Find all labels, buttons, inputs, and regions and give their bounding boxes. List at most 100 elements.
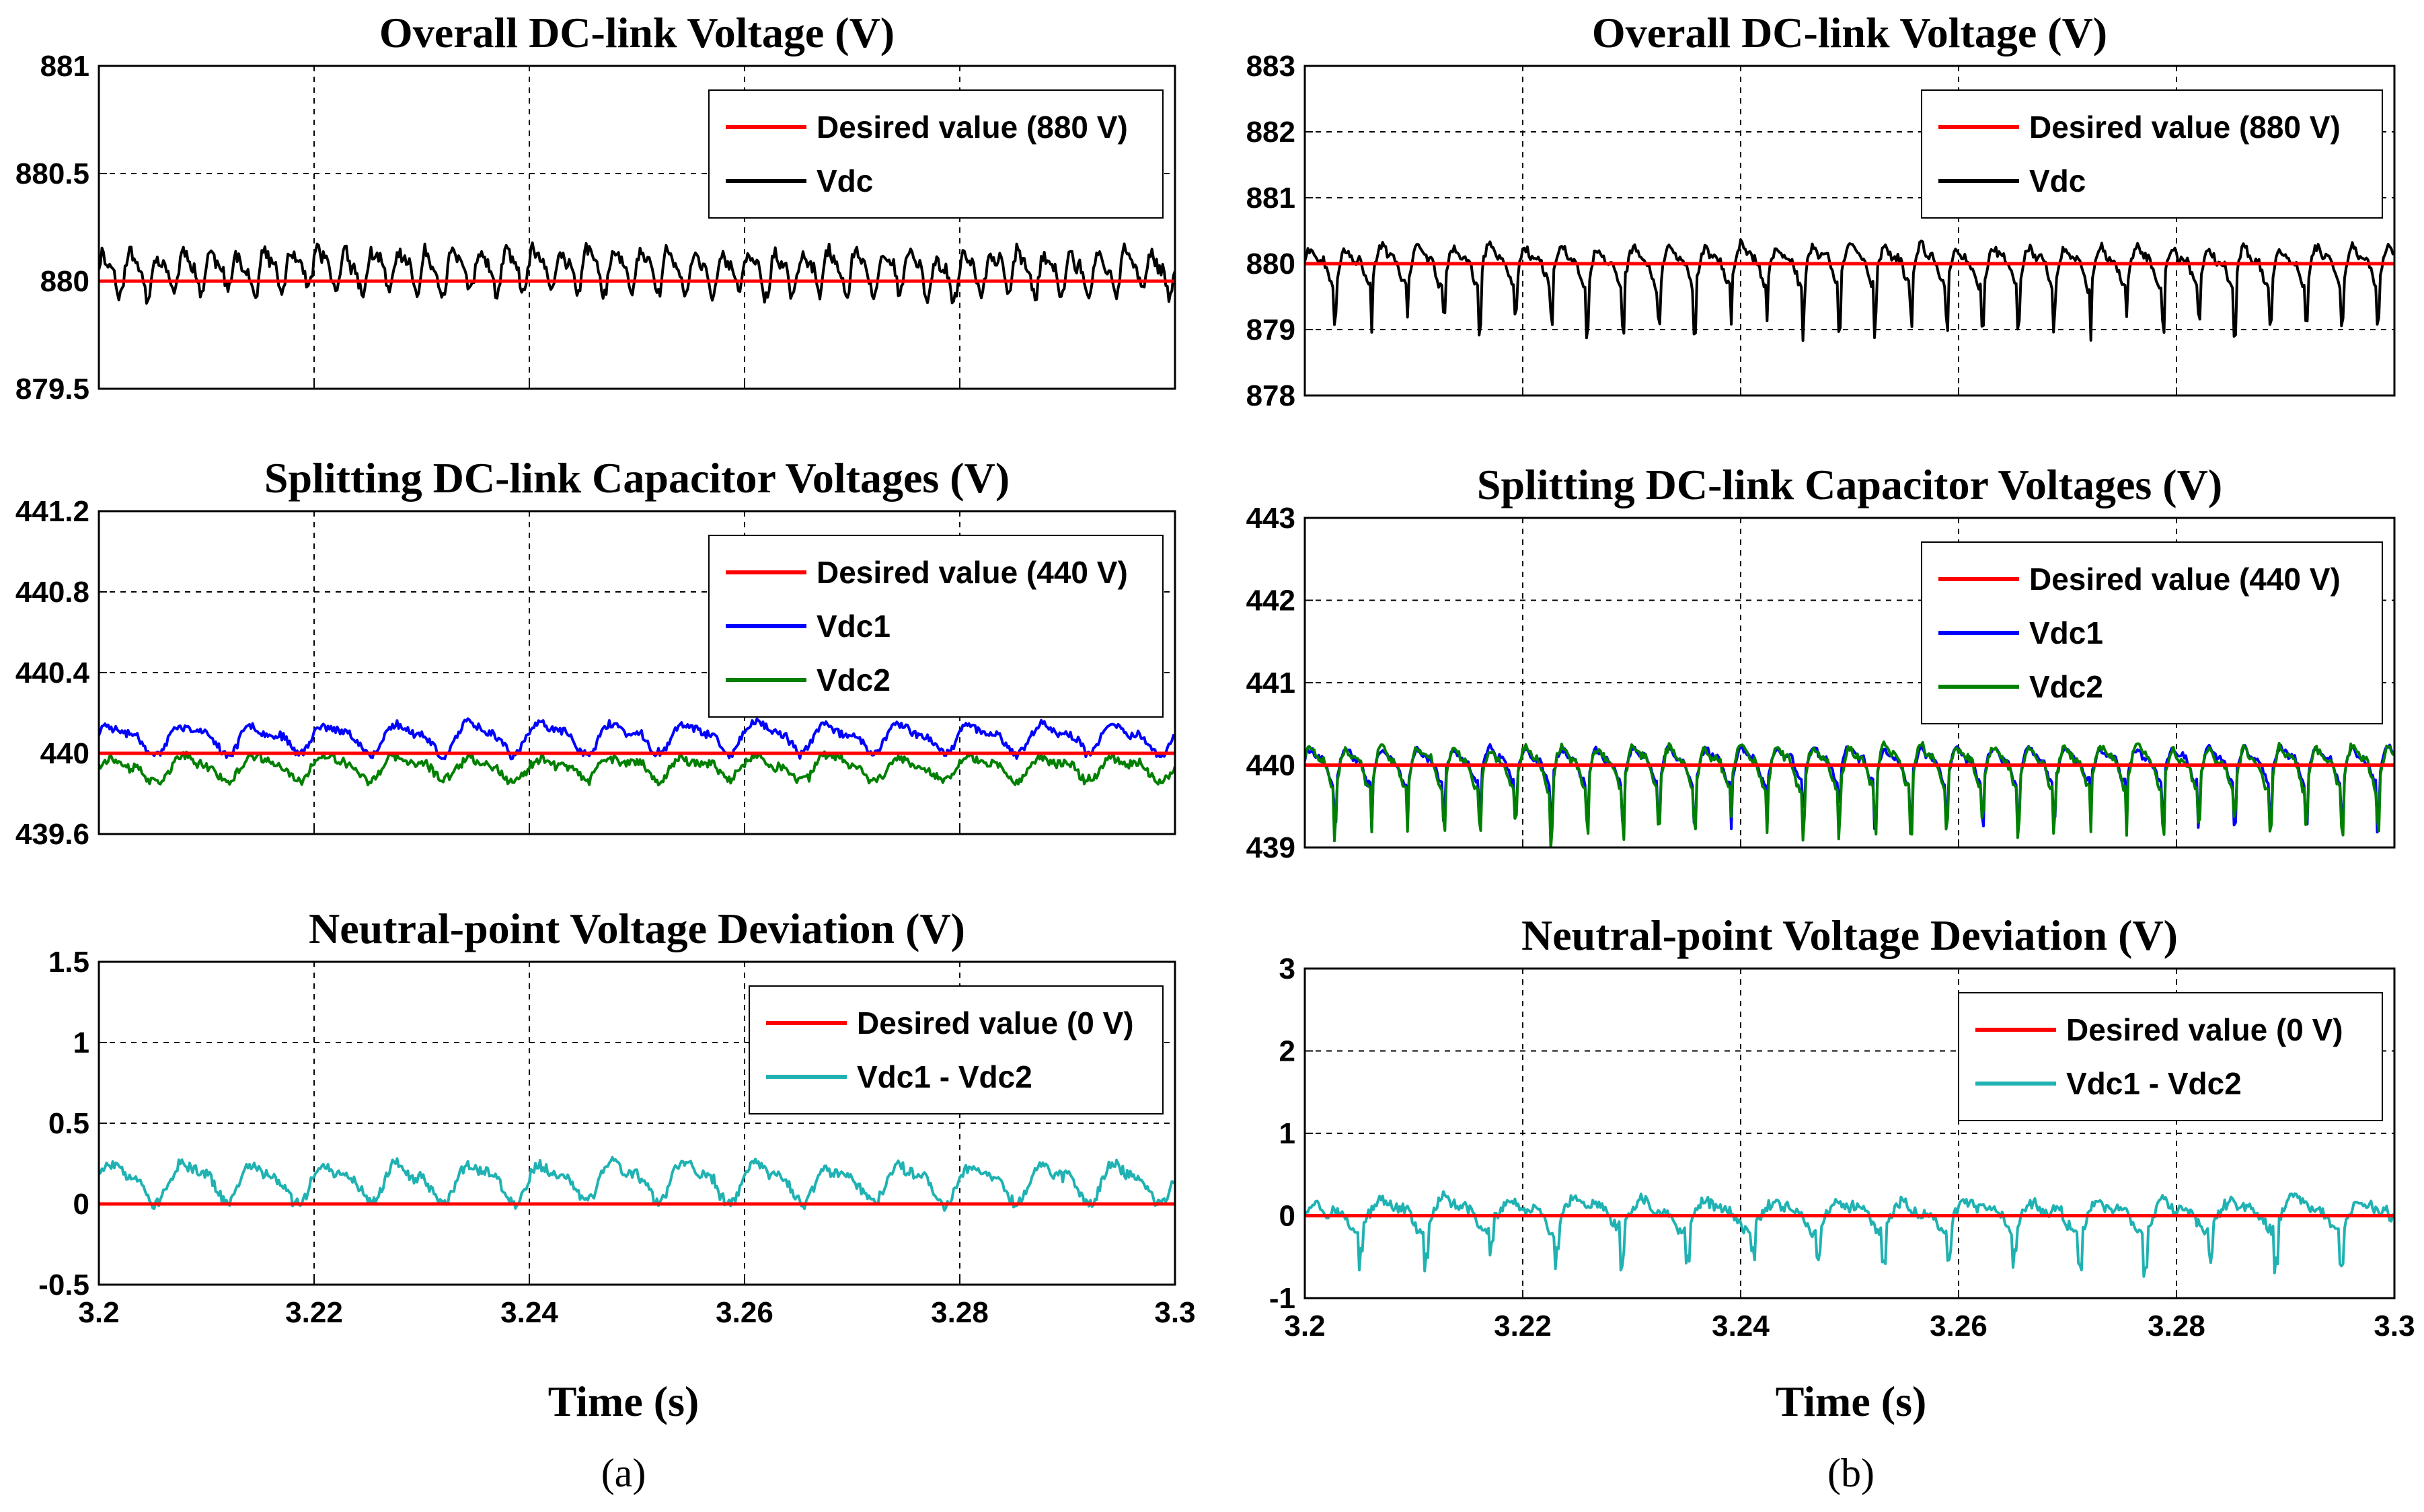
- panel-label-b: (b): [1827, 1451, 1874, 1495]
- y-tick-label: 2: [1279, 1035, 1295, 1068]
- y-tick-label: 440: [1246, 749, 1295, 782]
- plot-area: [99, 1156, 1175, 1212]
- series-line-vdc1-vdc2: [99, 1156, 1175, 1212]
- legend: Desired value (440 V) Vdc1 Vdc2: [708, 535, 1164, 718]
- y-tick-label: 439: [1246, 831, 1295, 864]
- y-tick-label: 881: [40, 50, 89, 83]
- xlabel-panel-a: Time (s): [548, 1377, 699, 1425]
- y-tick-label: 441.2: [15, 495, 89, 528]
- x-tick-label: 3.22: [1494, 1310, 1552, 1343]
- legend: Desired value (880 V) Vdc: [708, 89, 1164, 219]
- y-tick-label: 878: [1246, 379, 1295, 412]
- series-line-vdc2: [1305, 740, 2394, 847]
- axes-frame: [1303, 517, 2396, 849]
- plot-area: [1305, 740, 2394, 847]
- axes-frame: [1303, 967, 2396, 1299]
- y-tick-label: 0: [1279, 1200, 1295, 1233]
- x-tick-label: 3.3: [2374, 1310, 2415, 1343]
- x-tick-label: 3.26: [716, 1296, 773, 1329]
- chart-a1: Overall DC-link Voltage (V) 879.5 880 880.5…: [15, 9, 1176, 406]
- y-tick-label: 0.5: [48, 1107, 89, 1140]
- x-tick-label: 3.22: [285, 1296, 343, 1329]
- plot-area: [1305, 1190, 2394, 1278]
- legend-label: Vdc: [817, 163, 873, 198]
- legend-label: Vdc2: [817, 663, 891, 697]
- series-line-vdc: [99, 241, 1175, 305]
- chart-title: Neutral-point Voltage Deviation (V): [309, 905, 965, 952]
- legend-label: Desired value (440 V): [817, 555, 1128, 590]
- plot-area: [99, 241, 1175, 305]
- chart-b2: Splitting DC-link Capacitor Voltages (V)…: [1246, 461, 2396, 864]
- panel-label-a: (a): [601, 1451, 646, 1495]
- chart-a2: Splitting DC-link Capacitor Voltages (V)…: [15, 454, 1176, 851]
- series-line-vdc1: [99, 717, 1175, 761]
- y-tick-label: 879: [1246, 313, 1295, 346]
- x-tick-label: 3.26: [1930, 1310, 1987, 1343]
- axes-frame: [98, 65, 1176, 390]
- x-tick-label: 3.24: [500, 1296, 558, 1329]
- legend-label: Desired value (0 V): [857, 1006, 1134, 1041]
- legend-label: Desired value (880 V): [817, 110, 1128, 145]
- y-tick-label: 881: [1246, 182, 1295, 215]
- x-tick-label: 3.28: [931, 1296, 989, 1329]
- x-tick-label: 3.28: [2148, 1310, 2205, 1343]
- legend-label: Desired value (880 V): [2029, 110, 2341, 145]
- chart-title: Overall DC-link Voltage (V): [379, 9, 895, 56]
- legend-label: Desired value (0 V): [2066, 1012, 2343, 1047]
- plot-area: [99, 717, 1175, 787]
- y-tick-label: 880: [40, 265, 89, 298]
- y-tick-label: 439.6: [15, 818, 89, 851]
- y-tick-label: 440: [40, 737, 89, 770]
- xlabel-panel-b: Time (s): [1776, 1377, 1927, 1425]
- y-tick-label: -1: [1269, 1282, 1295, 1315]
- x-tick-label: 3.2: [78, 1296, 119, 1329]
- legend-label: Vdc1: [817, 609, 891, 644]
- series-line-vdc: [1305, 238, 2394, 342]
- y-tick-label: 1: [73, 1026, 89, 1059]
- y-tick-label: 0: [73, 1188, 89, 1221]
- legend: Desired value (0 V) Vdc1 - Vdc2: [749, 985, 1164, 1114]
- chart-title: Overall DC-link Voltage (V): [1592, 9, 2107, 56]
- legend-label: Vdc1 - Vdc2: [2066, 1066, 2242, 1101]
- y-tick-label: 882: [1246, 116, 1295, 149]
- legend-label: Vdc: [2029, 163, 2086, 198]
- y-tick-label: 879.5: [15, 373, 89, 406]
- plot-area: [1305, 238, 2394, 342]
- y-tick-label: 443: [1246, 502, 1295, 535]
- charts-layer: Overall DC-link Voltage (V) 879.5 880 880.5…: [15, 9, 2415, 1343]
- chart-a3: Neutral-point Voltage Deviation (V) -0.5 0…: [38, 905, 1195, 1329]
- x-tick-label: 3.2: [1284, 1310, 1325, 1343]
- y-tick-label: 1: [1279, 1117, 1295, 1150]
- legend-label: Vdc1: [2029, 615, 2103, 650]
- legend: Desired value (440 V) Vdc1 Vdc2: [1921, 541, 2383, 724]
- chart-title: Splitting DC-link Capacitor Voltages (V): [264, 454, 1010, 502]
- legend-label: Vdc1 - Vdc2: [857, 1059, 1032, 1094]
- y-tick-label: 440.8: [15, 576, 89, 609]
- y-tick-label: 1.5: [48, 946, 89, 979]
- legend-box: [1958, 992, 2383, 1121]
- y-tick-label: 441: [1246, 667, 1295, 700]
- legend-box: [749, 985, 1164, 1114]
- legend: Desired value (0 V) Vdc1 - Vdc2: [1958, 992, 2383, 1121]
- y-tick-label: 883: [1246, 50, 1295, 83]
- legend-label: Vdc2: [2029, 669, 2103, 704]
- axes-frame: [98, 510, 1176, 835]
- axes-frame: [1303, 65, 2396, 397]
- chart-b3: Neutral-point Voltage Deviation (V) -1 0 1 2…: [1269, 911, 2415, 1343]
- legend-box: [708, 89, 1164, 219]
- chart-b1: Overall DC-link Voltage (V) 878 879 880 881 8…: [1246, 9, 2396, 412]
- series-line-vdc2: [99, 750, 1175, 787]
- legend: Desired value (880 V) Vdc: [1921, 89, 2383, 219]
- x-tick-label: 3.24: [1712, 1310, 1770, 1343]
- axes-frame: [98, 960, 1176, 1286]
- legend-box: [1921, 89, 2383, 219]
- y-tick-label: -0.5: [38, 1269, 89, 1301]
- y-tick-label: 3: [1279, 952, 1295, 985]
- chart-title: Splitting DC-link Capacitor Voltages (V): [1477, 461, 2222, 508]
- chart-title: Neutral-point Voltage Deviation (V): [1521, 911, 2178, 959]
- legend-label: Desired value (440 V): [2029, 562, 2341, 597]
- y-tick-label: 440.4: [15, 656, 90, 689]
- y-tick-label: 880.5: [15, 157, 89, 190]
- series-line-vdc1-vdc2: [1305, 1190, 2394, 1278]
